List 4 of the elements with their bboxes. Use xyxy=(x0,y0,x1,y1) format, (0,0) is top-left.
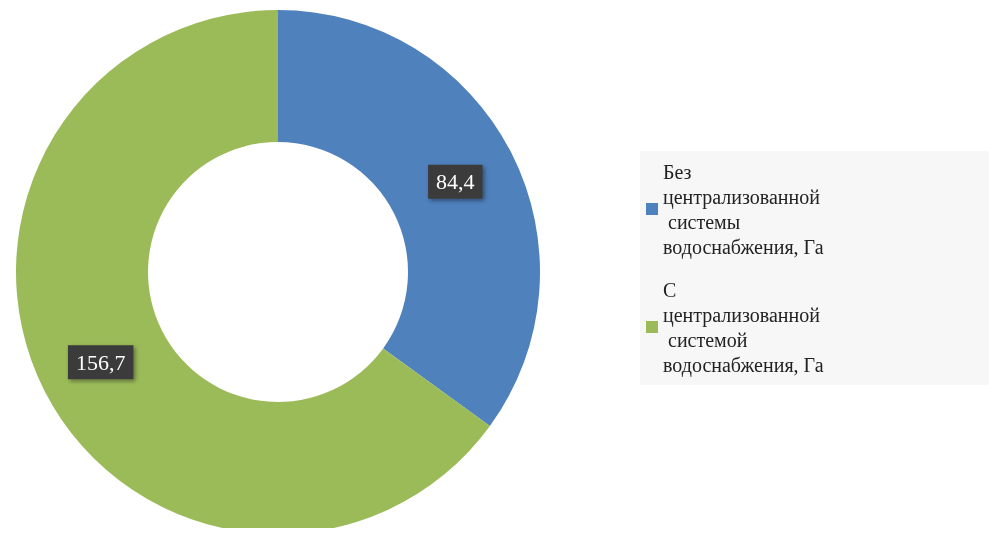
data-label: 156,7 xyxy=(75,349,126,375)
data-label: 84,4 xyxy=(436,169,475,195)
legend-label: Без централизованной системы водоснабжения, Га xyxy=(663,160,824,259)
legend-label: С централизованной системой водоснабжения, Га xyxy=(663,278,824,377)
